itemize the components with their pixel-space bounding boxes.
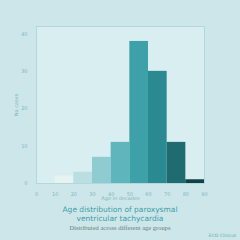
- svg-text:30: 30: [21, 68, 27, 74]
- svg-text:70: 70: [164, 191, 170, 197]
- svg-text:No cases: No cases: [13, 93, 19, 116]
- svg-text:80: 80: [183, 191, 189, 197]
- svg-text:40: 40: [21, 31, 27, 37]
- html-text:Age distribution of paroxysmal: Age distribution of paroxysmal ventricul…: [62, 205, 178, 223]
- svg-text:20: 20: [21, 105, 27, 111]
- svg-text:0: 0: [35, 191, 38, 197]
- svg-text:90: 90: [201, 191, 207, 197]
- html-text:Distributed across different a: Distributed across different age groups: [69, 224, 171, 231]
- svg-text:Age in decades: Age in decades: [101, 195, 140, 202]
- svg-text:20: 20: [71, 191, 77, 197]
- svg-text:30: 30: [89, 191, 95, 197]
- svg-text:10: 10: [21, 143, 27, 149]
- svg-text:0: 0: [24, 180, 27, 186]
- svg-text:60: 60: [145, 191, 151, 197]
- svg-text:10: 10: [52, 191, 58, 197]
- html-text:ECG Clinical: ECG Clinical: [208, 233, 236, 238]
